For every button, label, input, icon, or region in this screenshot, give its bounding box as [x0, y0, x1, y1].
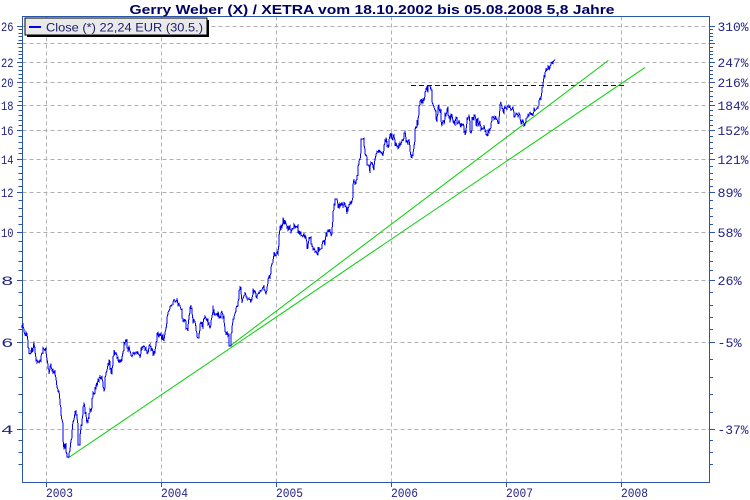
svg-text:Close (*) 22,24 EUR (30.5.): Close (*) 22,24 EUR (30.5.): [46, 21, 203, 35]
svg-text:20: 20: [1, 76, 14, 91]
svg-text:-5%: -5%: [718, 336, 742, 351]
svg-text:89%: 89%: [718, 186, 742, 201]
svg-text:8: 8: [1, 274, 14, 289]
svg-text:2004: 2004: [161, 486, 188, 500]
svg-text:184%: 184%: [718, 99, 749, 114]
svg-text:2007: 2007: [506, 486, 533, 500]
svg-text:-37%: -37%: [718, 423, 749, 438]
svg-text:6: 6: [1, 336, 14, 351]
svg-text:16: 16: [1, 124, 14, 139]
svg-text:310%: 310%: [718, 20, 749, 35]
svg-text:18: 18: [1, 99, 14, 114]
svg-text:2008: 2008: [621, 486, 648, 500]
svg-text:Gerry Weber (X) / XETRA vom 18: Gerry Weber (X) / XETRA vom 18.10.2002 b…: [130, 2, 615, 17]
svg-text:247%: 247%: [718, 56, 749, 71]
svg-text:26%: 26%: [718, 274, 742, 289]
svg-text:58%: 58%: [718, 226, 742, 241]
svg-text:2003: 2003: [46, 486, 73, 500]
svg-text:26: 26: [1, 20, 14, 35]
svg-text:22: 22: [1, 56, 14, 71]
svg-text:12: 12: [1, 186, 14, 201]
svg-text:121%: 121%: [718, 153, 749, 168]
svg-text:4: 4: [1, 423, 14, 438]
svg-text:2005: 2005: [276, 486, 303, 500]
svg-text:2006: 2006: [391, 486, 418, 500]
svg-text:152%: 152%: [718, 124, 749, 139]
svg-text:216%: 216%: [718, 76, 749, 91]
svg-text:10: 10: [1, 226, 14, 241]
svg-text:14: 14: [1, 153, 14, 168]
